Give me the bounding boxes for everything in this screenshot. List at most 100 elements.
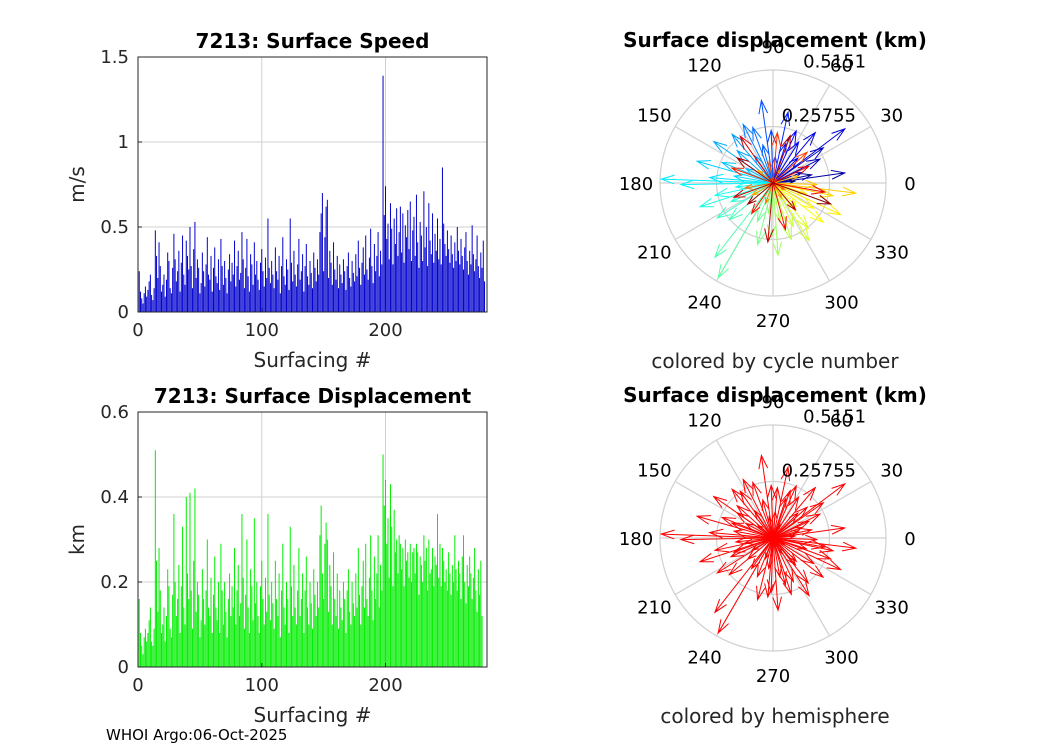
polar1-arrow: [756, 182, 774, 247]
speed-bar: [173, 233, 175, 312]
disp-bar: [271, 582, 273, 667]
speed-bar: [378, 276, 380, 312]
disp-bar: [425, 548, 427, 667]
disp-bar: [420, 565, 422, 667]
speed-bar: [237, 250, 239, 312]
speed-bar: [441, 167, 443, 312]
polar2-arrow: [772, 537, 858, 552]
disp-bar: [440, 586, 442, 667]
polar1-arrow: [695, 160, 774, 184]
polar1-angle-label: 240: [687, 293, 721, 314]
disp-bar: [389, 484, 391, 667]
speed-bar: [404, 225, 406, 312]
polar1-arrow: [735, 156, 774, 184]
speed-bar: [200, 283, 202, 312]
polar1-arrow: [730, 167, 774, 184]
disp-bar: [383, 505, 385, 667]
disp-bar: [152, 645, 154, 667]
polar2-angle-label: 330: [874, 598, 908, 619]
disp-bar: [273, 628, 275, 667]
polar1-arrow: [772, 182, 833, 205]
speed-bar: [326, 199, 328, 312]
disp-bar: [415, 543, 417, 667]
speed-bar: [360, 284, 362, 312]
disp-bar: [260, 586, 262, 667]
speed-bar: [165, 279, 167, 312]
polar2-arrow: [772, 465, 791, 539]
disp-bar: [281, 590, 283, 667]
polar2-arrow: [772, 530, 800, 539]
speed-bar: [297, 264, 299, 312]
speed-bar: [470, 264, 472, 312]
speed-bar: [289, 218, 291, 312]
disp-bar: [201, 569, 203, 667]
speed-xtick-label: 200: [368, 320, 402, 341]
speed-bar: [164, 296, 166, 312]
disp-bar: [170, 637, 172, 667]
speed-bar: [449, 262, 451, 312]
speed-bar: [480, 252, 482, 312]
disp-bar: [147, 633, 149, 667]
disp-bar: [222, 624, 224, 667]
speed-bar: [344, 271, 346, 312]
speed-bar: [459, 264, 461, 312]
disp-bar: [190, 590, 192, 667]
speed-bar: [429, 240, 431, 312]
disp-bar: [328, 611, 330, 667]
disp-ytick-label: 0: [118, 657, 129, 678]
speed-bar: [230, 281, 232, 312]
disp-bar: [476, 611, 478, 667]
speed-bar: [229, 254, 231, 312]
speed-bar: [340, 274, 342, 312]
speed-bar: [393, 218, 395, 312]
disp-bar: [266, 611, 268, 667]
speed-bar: [389, 203, 391, 312]
disp-bar: [355, 573, 357, 667]
disp-ytick-label: 0.2: [100, 572, 129, 593]
polar1-arrow: [772, 182, 795, 229]
speed-bar: [336, 255, 338, 312]
speed-bar: [214, 247, 216, 312]
speed-bar: [399, 206, 401, 312]
disp-bar: [234, 548, 236, 667]
disp-bar: [363, 607, 365, 667]
disp-bar: [342, 582, 344, 667]
speed-bar: [170, 293, 172, 312]
speed-bar: [427, 266, 429, 312]
speed-bar: [283, 276, 285, 312]
disp-bar: [377, 535, 379, 667]
speed-bar: [246, 238, 248, 312]
disp-bar: [424, 560, 426, 667]
polar1-arrow: [772, 182, 783, 257]
speed-bar: [454, 242, 456, 312]
disp-bar: [345, 633, 347, 667]
disp-bar: [375, 599, 377, 667]
disp-bar: [451, 565, 453, 667]
disp-bar: [409, 543, 411, 667]
speed-bar: [167, 252, 169, 312]
disp-bar: [387, 518, 389, 667]
disp-bar: [235, 624, 237, 667]
speed-bar: [444, 244, 446, 312]
disp-ytick-label: 0.4: [100, 487, 129, 508]
disp-bar: [462, 535, 464, 667]
disp-bar: [282, 543, 284, 667]
speed-bar: [269, 283, 271, 312]
polar1-arrow: [743, 182, 774, 190]
disp-bar: [346, 590, 348, 667]
polar1-arrow: [659, 174, 774, 185]
disp-bar: [446, 590, 448, 667]
disp-bar: [161, 633, 163, 667]
speed-bar: [464, 247, 466, 312]
disp-bar: [303, 633, 305, 667]
speed-bar: [433, 262, 435, 312]
disp-bar: [465, 603, 467, 667]
polar1-angle-label: 30: [880, 106, 903, 127]
speed-bar: [258, 289, 260, 312]
speed-bar: [286, 259, 288, 312]
disp-bar: [194, 488, 196, 667]
speed-bar: [277, 279, 279, 312]
disp-title: 7213: Surface Displacement: [154, 384, 472, 408]
polar2-polar-plot: [659, 424, 887, 652]
disp-bar: [211, 633, 213, 667]
